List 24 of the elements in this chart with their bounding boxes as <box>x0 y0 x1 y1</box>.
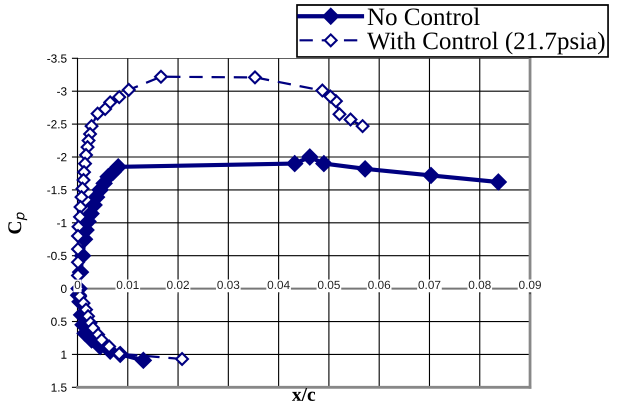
x-tick-label: 0.05 <box>318 280 340 290</box>
y-tick-label: -1 <box>57 218 66 228</box>
y-tick-label: 0.5 <box>51 318 67 326</box>
x-tick-label: 0.08 <box>468 280 491 290</box>
y-tick-label: -2.5 <box>47 120 67 128</box>
legend-label: With Control (21.7psia) <box>367 32 604 54</box>
y-tick-label: -2 <box>57 153 66 162</box>
y-tick-label: -0.5 <box>47 252 67 260</box>
y-tick-label: -3.5 <box>47 54 67 63</box>
y-tick-label: -1.5 <box>47 186 67 194</box>
x-tick-label: 0.06 <box>368 280 390 290</box>
x-tick-label: 0.03 <box>217 280 240 290</box>
x-tick-label: 0.04 <box>268 280 290 290</box>
x-tick-label: 0.09 <box>519 280 541 290</box>
y-tick-label: -3 <box>57 87 67 96</box>
legend-label: No Control <box>368 8 480 26</box>
x-tick-label: 0 <box>74 280 80 290</box>
x-tick-label: 0.01 <box>116 280 139 290</box>
y-axis-title: C$_{p}$ <box>8 212 28 234</box>
x-tick-label: 0.02 <box>167 280 189 290</box>
y-tick-label: 1.5 <box>52 383 67 392</box>
x-tick-label: 0.07 <box>418 280 440 290</box>
x-axis-title: x/c <box>292 388 316 401</box>
y-tick-label: 1 <box>61 350 66 359</box>
